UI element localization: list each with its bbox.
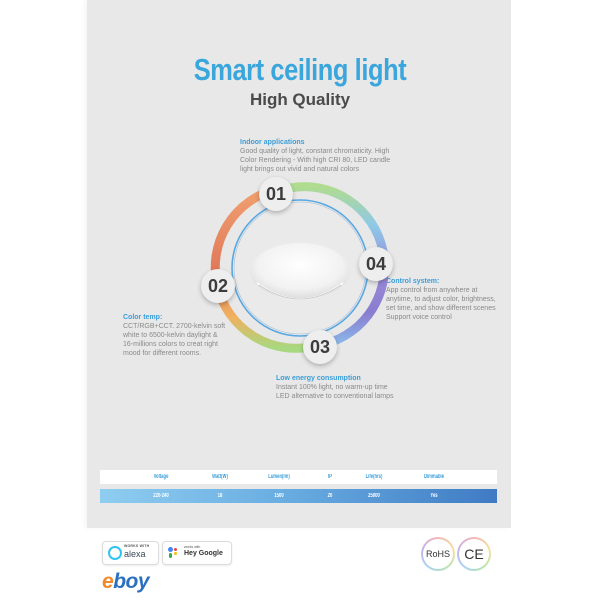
- feature-heading: Indoor applications: [240, 139, 305, 146]
- spec-value-dimmable: Yes: [430, 493, 438, 499]
- feature-heading: Color temp:: [123, 314, 163, 321]
- spec-value-voltage: 220-240: [153, 493, 169, 499]
- alexa-label: alexa: [124, 549, 146, 559]
- spec-header-voltage: Voltage: [153, 474, 169, 480]
- feature-badge-01: 01: [259, 177, 293, 211]
- spec-value-watt: 18: [217, 493, 223, 499]
- works-with-google-badge: works with Hey Google: [162, 541, 232, 565]
- feature-line: set time, and show different scenes: [386, 305, 496, 312]
- spec-header-watt: Watt(W): [212, 474, 228, 480]
- spec-value-lumen: 1500: [274, 493, 284, 499]
- google-assistant-icon: [168, 547, 180, 559]
- spec-header-dimmable: Dimmable: [423, 474, 445, 480]
- spec-value-ip: 20: [327, 493, 333, 499]
- feature-color-temp: Color temp: CCT/RGB+CCT. 2700-kelvin sof…: [123, 313, 243, 358]
- google-small-text: works with: [184, 545, 201, 549]
- feature-line: 16-millions colors to creat right: [123, 341, 218, 348]
- feature-indoor-applications: Indoor applications Good quality of ligh…: [240, 138, 415, 174]
- feature-heading: Low energy consumption: [276, 375, 361, 382]
- feature-line: LED alternative to conventional lamps: [276, 393, 394, 400]
- page-subtitle: High Quality: [249, 90, 351, 109]
- feature-line: App control from anywhere at: [386, 287, 478, 294]
- feature-line: white to 6500-kelvin daylight &: [123, 332, 218, 339]
- brand-logo: eboy: [102, 570, 150, 594]
- feature-line: anytime, to adjust color, brightness,: [386, 296, 496, 303]
- feature-badge-02: 02: [201, 269, 235, 303]
- feature-line: CCT/RGB+CCT. 2700-kelvin soft: [123, 323, 226, 330]
- feature-badge-04: 04: [359, 247, 393, 281]
- rohs-cert-badge: RoHS: [421, 537, 455, 571]
- feature-badge-03: 03: [303, 330, 337, 364]
- feature-line: light brings out vivid and natural color…: [240, 166, 360, 173]
- ce-cert-badge: CE: [457, 537, 491, 571]
- feature-line: Color Rendering - With high CRI 80, LED …: [240, 157, 391, 164]
- feature-line: mood for different rooms.: [123, 350, 202, 357]
- feature-line: Good quality of light, constant chromati…: [240, 148, 390, 155]
- works-with-alexa-badge: WORKS WITH alexa: [102, 541, 159, 565]
- specs-header-row: Voltage Watt(W) Lumen(lm) IP Life(hrs) D…: [100, 470, 497, 484]
- brand-logo-text: eboy: [102, 570, 150, 593]
- spec-header-lumen: Lumen(lm): [268, 474, 290, 480]
- spec-header-life: Life(hrs): [365, 474, 383, 480]
- feature-heading: Control system:: [386, 278, 440, 285]
- feature-low-energy: Low energy consumption Instant 100% ligh…: [276, 374, 426, 401]
- feature-line: Support voice control: [386, 314, 452, 321]
- page-title: Smart ceiling light: [193, 52, 407, 87]
- spec-value-life: 25000: [368, 493, 380, 499]
- specs-values-row: 220-240 18 1500 20 25000 Yes: [100, 489, 497, 503]
- google-label: Hey Google: [184, 550, 223, 557]
- feature-control-system: Control system: App control from anywher…: [386, 277, 511, 322]
- alexa-icon: [108, 546, 122, 560]
- spec-header-ip: IP: [328, 474, 332, 480]
- alexa-small-text: WORKS WITH: [124, 544, 150, 548]
- feature-line: Instant 100% light, no warm-up time: [276, 384, 388, 391]
